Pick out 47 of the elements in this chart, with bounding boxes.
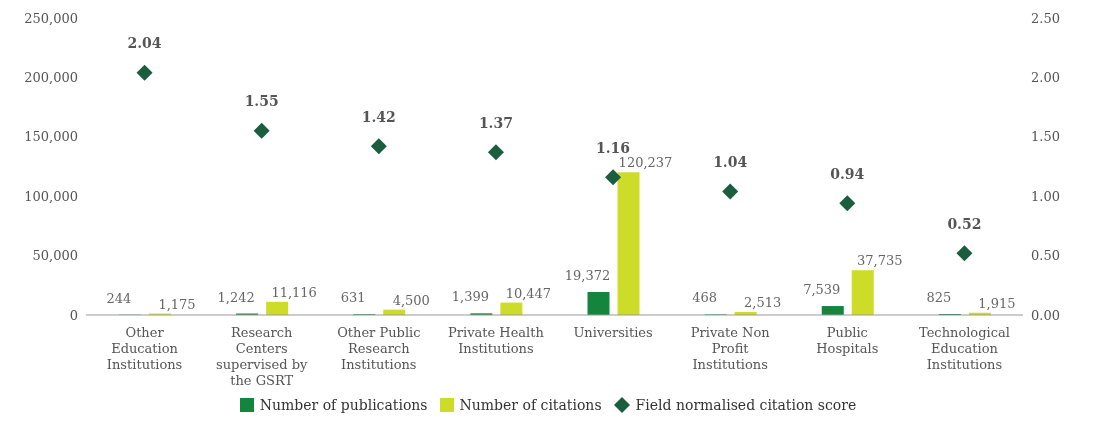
data-label: 0.94: [830, 165, 865, 182]
data-label: 631: [340, 290, 366, 306]
x-tick-label: Universities: [573, 325, 653, 340]
data-label: 1.55: [244, 93, 279, 110]
data-label: 1,242: [217, 289, 255, 305]
data-label: 0.52: [947, 215, 982, 232]
y2-tick-label: 0.50: [1031, 248, 1060, 264]
data-label: 1.04: [713, 153, 748, 170]
data-label: 1.16: [596, 139, 631, 156]
x-tick-label: Other Education Institutions: [106, 325, 183, 372]
data-label: 825: [926, 290, 952, 306]
data-label: 1,175: [158, 296, 196, 312]
x-tick-label: Other Public Research Institutions: [337, 325, 421, 372]
data-label: 2.04: [127, 35, 162, 52]
y-tick-label: 100,000: [24, 188, 78, 204]
y2-tick-label: 1.50: [1031, 129, 1060, 145]
data-label: 120,237: [618, 155, 673, 171]
x-tick-label: Research Centers supervised by the GSRT: [216, 325, 308, 388]
y-tick-label: 250,000: [24, 10, 78, 26]
data-label: 244: [106, 290, 132, 306]
y-tick-label: 0: [69, 307, 78, 323]
y-tick-label: 200,000: [24, 70, 78, 86]
x-tick-label: Private Non Profit Institutions: [690, 325, 771, 372]
x-tick-label: Public Hospitals: [816, 325, 879, 356]
y2-tick-label: 2.00: [1031, 70, 1060, 86]
data-label: 10,447: [505, 285, 552, 301]
x-tick-label: Private Health Institutions: [448, 325, 545, 356]
legend-label: Number of citations: [459, 397, 602, 413]
x-tick-label: Technological Education Institutions: [919, 325, 1010, 372]
data-label: 1.42: [361, 108, 396, 125]
data-label: 19,372: [564, 267, 611, 283]
legend-label: Number of publications: [259, 397, 428, 413]
data-label: 11,116: [271, 284, 317, 300]
legend-label: Field normalised citation score: [635, 397, 857, 413]
y-tick-label: 50,000: [32, 248, 78, 264]
data-label: 4,500: [392, 292, 430, 308]
data-label: 468: [692, 290, 718, 306]
data-label: 1,915: [978, 295, 1016, 311]
y2-tick-label: 1.00: [1031, 188, 1060, 204]
data-label: 37,735: [857, 253, 903, 269]
data-label: 7,539: [803, 282, 841, 298]
y-tick-label: 150,000: [24, 129, 78, 145]
y2-tick-label: 0.00: [1031, 307, 1060, 323]
data-label: 1.37: [478, 114, 513, 131]
data-label: 2,513: [744, 295, 782, 311]
y2-tick-label: 2.50: [1031, 10, 1060, 26]
data-label: 1,399: [451, 289, 489, 305]
